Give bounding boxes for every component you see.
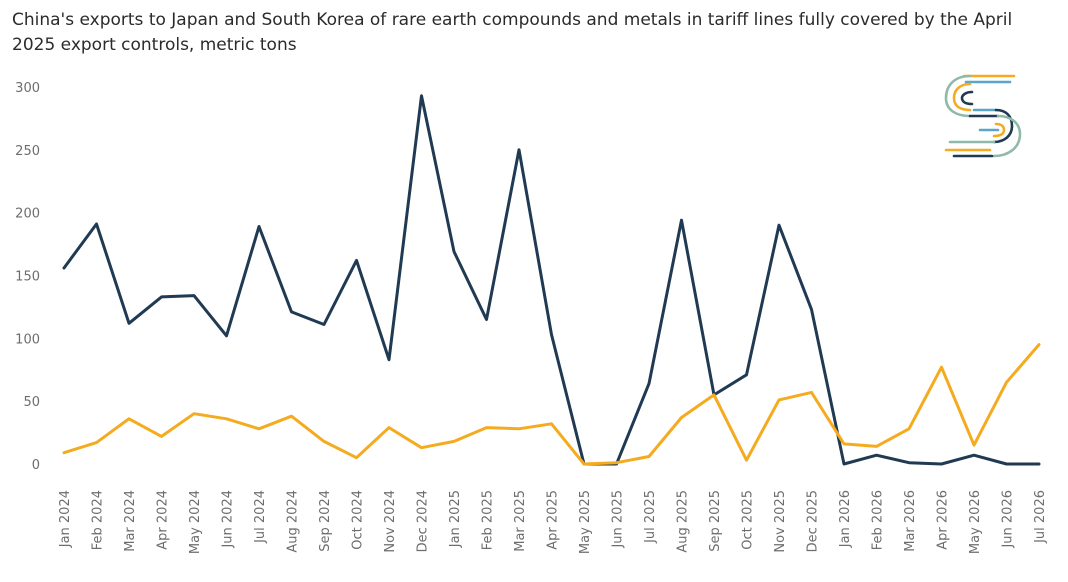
x-tick-label: Apr 2024 xyxy=(156,490,171,550)
y-tick-label: 0 xyxy=(32,458,40,473)
x-tick-label: Feb 2026 xyxy=(871,490,886,550)
x-tick-label: Aug 2024 xyxy=(286,490,301,553)
y-tick-label: 50 xyxy=(23,395,40,410)
x-tick-label: Sep 2024 xyxy=(318,490,333,552)
x-tick-label: Mar 2026 xyxy=(903,490,918,552)
x-tick-label: Dec 2024 xyxy=(416,490,431,552)
x-tick-label: Nov 2024 xyxy=(383,490,398,553)
x-tick-label: Jun 2024 xyxy=(221,490,236,549)
x-tick-label: Oct 2025 xyxy=(741,490,756,550)
x-tick-label: Mar 2024 xyxy=(123,490,138,552)
x-tick-label: May 2025 xyxy=(578,490,593,554)
x-tick-label: Jan 2024 xyxy=(58,490,73,548)
x-tick-label: Sep 2025 xyxy=(708,490,723,552)
x-tick-label: Feb 2025 xyxy=(481,490,496,550)
y-tick-label: 250 xyxy=(15,144,40,159)
x-tick-label: Jul 2025 xyxy=(643,490,658,544)
x-tick-label: Nov 2025 xyxy=(773,490,788,553)
x-tick-label: May 2026 xyxy=(968,490,983,554)
x-tick-label: Jun 2026 xyxy=(1001,490,1016,549)
x-tick-label: May 2024 xyxy=(188,490,203,554)
x-tick-label: Apr 2025 xyxy=(546,490,561,550)
x-tick-label: Jun 2025 xyxy=(611,490,626,549)
x-tick-label: Mar 2025 xyxy=(513,490,528,552)
y-axis: 300 250 200 150 100 50 0 xyxy=(15,81,40,473)
x-tick-label: Aug 2025 xyxy=(676,490,691,553)
x-tick-label: Dec 2025 xyxy=(806,490,821,552)
x-tick-label: Jan 2025 xyxy=(448,490,463,548)
chart-title: China's exports to Japan and South Korea… xyxy=(12,10,1013,55)
series-line-0 xyxy=(62,94,1041,466)
x-tick-label: Jul 2026 xyxy=(1033,490,1048,544)
y-tick-label: 200 xyxy=(15,207,40,222)
stylized-s-logo-icon xyxy=(944,74,1022,158)
series-line-1 xyxy=(62,343,1041,466)
y-tick-label: 150 xyxy=(15,270,40,285)
x-tick-label: Feb 2024 xyxy=(91,490,106,550)
x-tick-label: Oct 2024 xyxy=(351,490,366,550)
series-lines xyxy=(62,94,1041,466)
y-tick-label: 100 xyxy=(15,332,40,347)
x-tick-label: Jan 2026 xyxy=(838,490,853,548)
x-tick-label: Jul 2024 xyxy=(253,490,268,544)
x-axis: Jan 2024 Feb 2024 Mar 2024 Apr 2024 May 2024… xyxy=(58,490,1048,554)
y-tick-label: 300 xyxy=(15,81,40,96)
x-tick-label: Apr 2026 xyxy=(936,490,951,550)
